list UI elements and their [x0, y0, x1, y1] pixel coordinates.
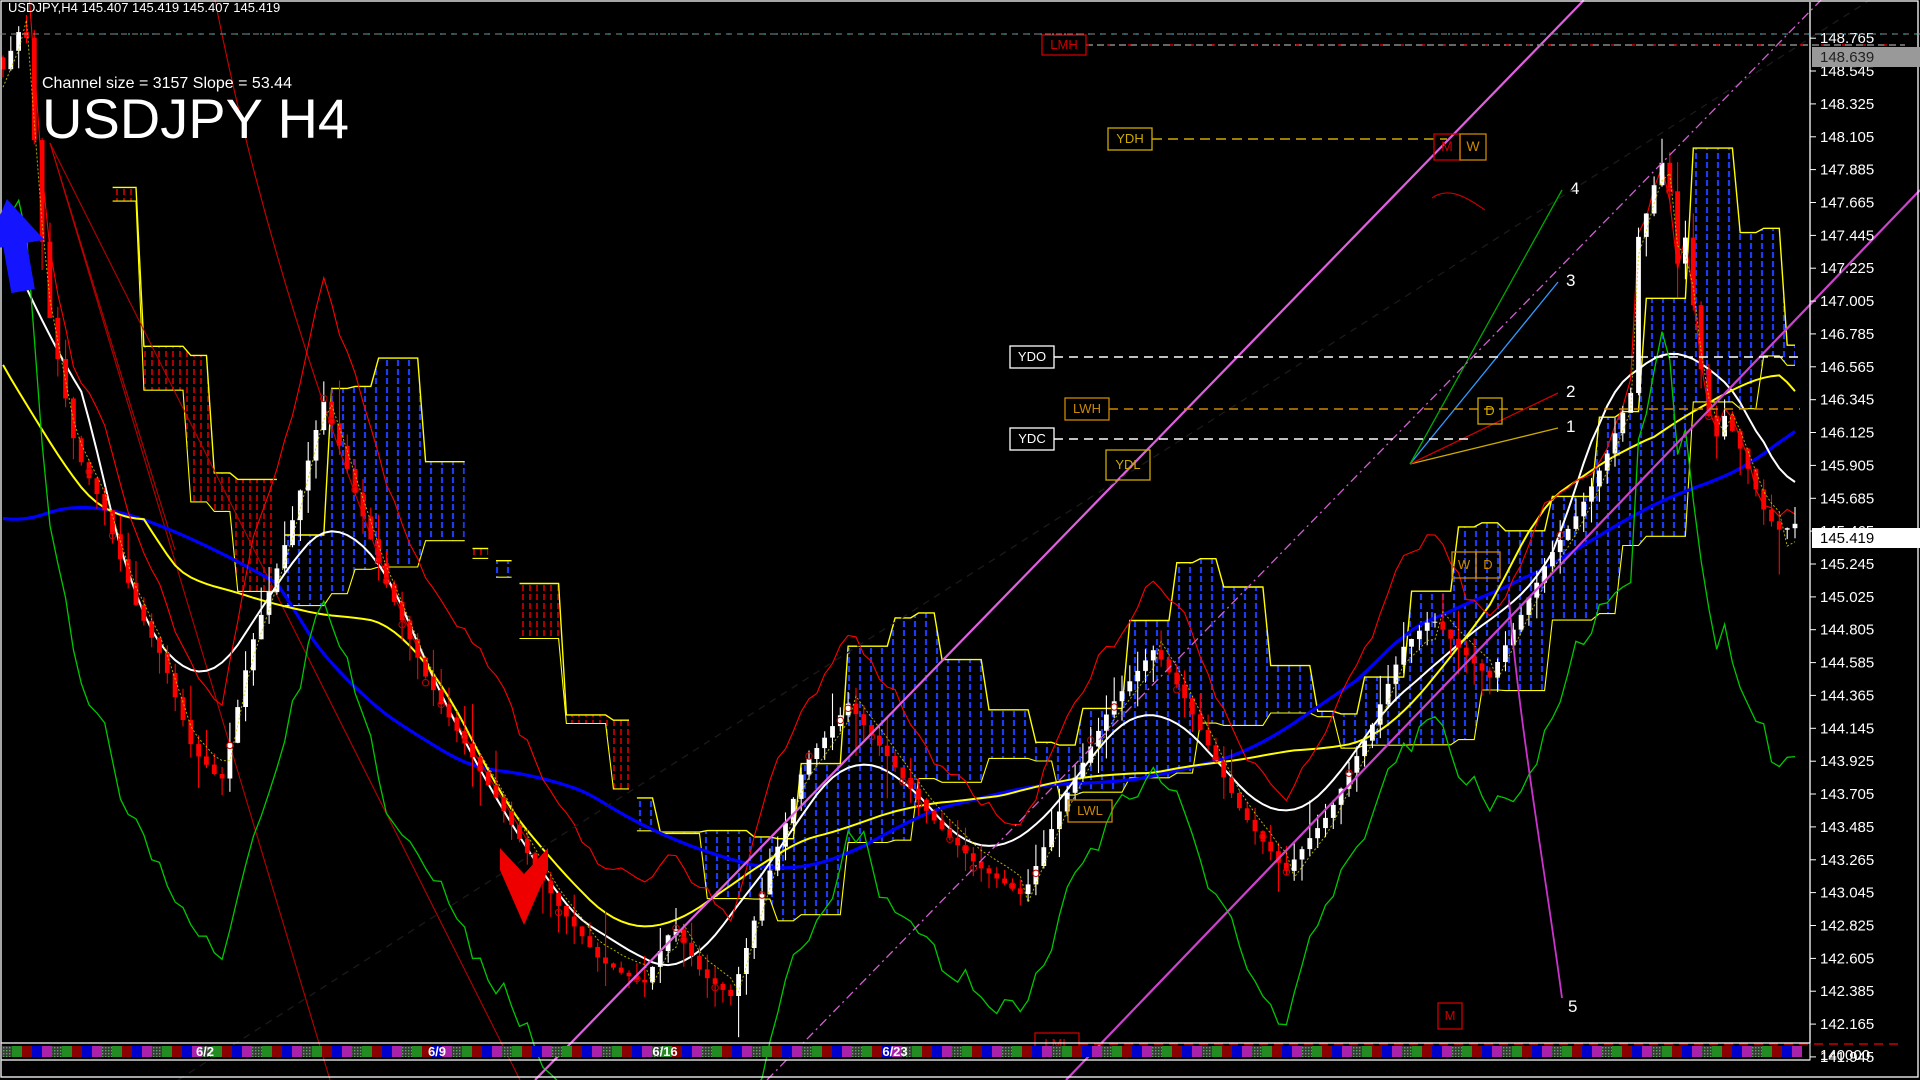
svg-text:146.785: 146.785	[1820, 326, 1874, 343]
svg-text:147.445: 147.445	[1820, 227, 1874, 244]
svg-text:YDL: YDL	[1115, 457, 1140, 472]
svg-text:143.485: 143.485	[1820, 819, 1874, 836]
svg-text:148.105: 148.105	[1820, 129, 1874, 146]
svg-text:148.639: 148.639	[1820, 49, 1874, 66]
svg-text:2: 2	[1566, 382, 1575, 401]
svg-text:143.925: 143.925	[1820, 753, 1874, 770]
svg-text:6/23: 6/23	[882, 1044, 907, 1059]
svg-text:145.905: 145.905	[1820, 457, 1874, 474]
svg-text:145.245: 145.245	[1820, 556, 1874, 573]
svg-text:140000: 140000	[1820, 1047, 1870, 1064]
svg-text:3: 3	[1566, 271, 1575, 290]
svg-text:144.805: 144.805	[1820, 622, 1874, 639]
svg-text:LWH: LWH	[1073, 401, 1101, 416]
svg-text:YDC: YDC	[1018, 431, 1045, 446]
svg-text:142.825: 142.825	[1820, 918, 1874, 935]
svg-text:W: W	[1458, 557, 1471, 572]
svg-text:LMH: LMH	[1050, 37, 1077, 52]
svg-text:1: 1	[1566, 417, 1575, 436]
svg-text:D: D	[1485, 403, 1494, 418]
svg-text:148.765: 148.765	[1820, 30, 1874, 47]
svg-text:144.365: 144.365	[1820, 687, 1874, 704]
svg-text:6/2: 6/2	[196, 1044, 214, 1059]
svg-text:145.685: 145.685	[1820, 490, 1874, 507]
svg-text:146.565: 146.565	[1820, 359, 1874, 376]
svg-text:143.045: 143.045	[1820, 885, 1874, 902]
svg-text:YDO: YDO	[1018, 349, 1046, 364]
svg-text:M: M	[1441, 138, 1453, 154]
svg-text:M: M	[1445, 1008, 1456, 1023]
svg-text:147.005: 147.005	[1820, 293, 1874, 310]
svg-text:YDH: YDH	[1116, 131, 1143, 146]
svg-text:142.165: 142.165	[1820, 1016, 1874, 1033]
svg-text:W: W	[1466, 138, 1480, 154]
svg-text:145.025: 145.025	[1820, 589, 1874, 606]
svg-text:146.125: 146.125	[1820, 425, 1874, 442]
svg-text:148.325: 148.325	[1820, 96, 1874, 113]
svg-text:144.145: 144.145	[1820, 720, 1874, 737]
svg-text:6/16: 6/16	[652, 1044, 677, 1059]
svg-text:144.585: 144.585	[1820, 655, 1874, 672]
svg-text:147.225: 147.225	[1820, 260, 1874, 277]
svg-text:142.385: 142.385	[1820, 983, 1874, 1000]
svg-text:USDJPY H4: USDJPY H4	[42, 87, 349, 150]
svg-text:147.885: 147.885	[1820, 162, 1874, 179]
svg-text:D: D	[1483, 557, 1492, 572]
svg-text:142.605: 142.605	[1820, 950, 1874, 967]
svg-text:USDJPY,H4 145.407 145.419 145: USDJPY,H4 145.407 145.419 145.407 145.41…	[8, 0, 280, 15]
svg-text:143.265: 143.265	[1820, 852, 1874, 869]
svg-text:145.419: 145.419	[1820, 530, 1874, 547]
svg-text:143.705: 143.705	[1820, 786, 1874, 803]
svg-text:5: 5	[1568, 997, 1577, 1016]
svg-text:147.665: 147.665	[1820, 195, 1874, 212]
svg-text:146.345: 146.345	[1820, 392, 1874, 409]
svg-text:6/9: 6/9	[428, 1044, 446, 1059]
svg-text:LWL: LWL	[1077, 803, 1103, 818]
